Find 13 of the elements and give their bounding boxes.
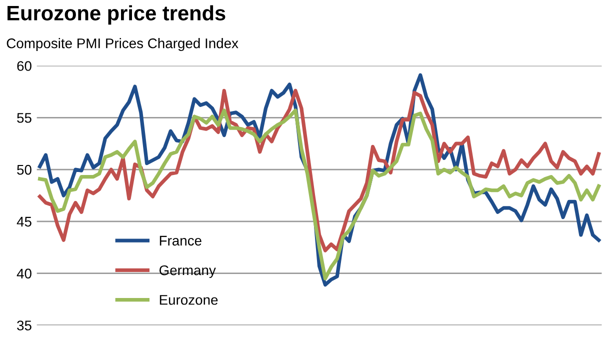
y-tick-label: 40	[16, 268, 32, 279]
legend-label: Eurozone	[160, 295, 218, 305]
y-tick-label: 50	[17, 164, 32, 175]
y-tick-label: 35	[17, 320, 32, 330]
y-tick-label: 60	[17, 61, 32, 71]
chart-title: Eurozone price trends	[8, 5, 226, 25]
y-tick-label: 55	[17, 113, 32, 123]
line-series	[38, 88, 601, 252]
legend-label: France	[160, 236, 202, 246]
line-series	[38, 108, 601, 280]
y-tick-label: 45	[16, 216, 32, 227]
chart-subtitle: Composite PMI Prices Charged Index	[6, 38, 238, 52]
legend-label: Germany	[159, 265, 216, 278]
